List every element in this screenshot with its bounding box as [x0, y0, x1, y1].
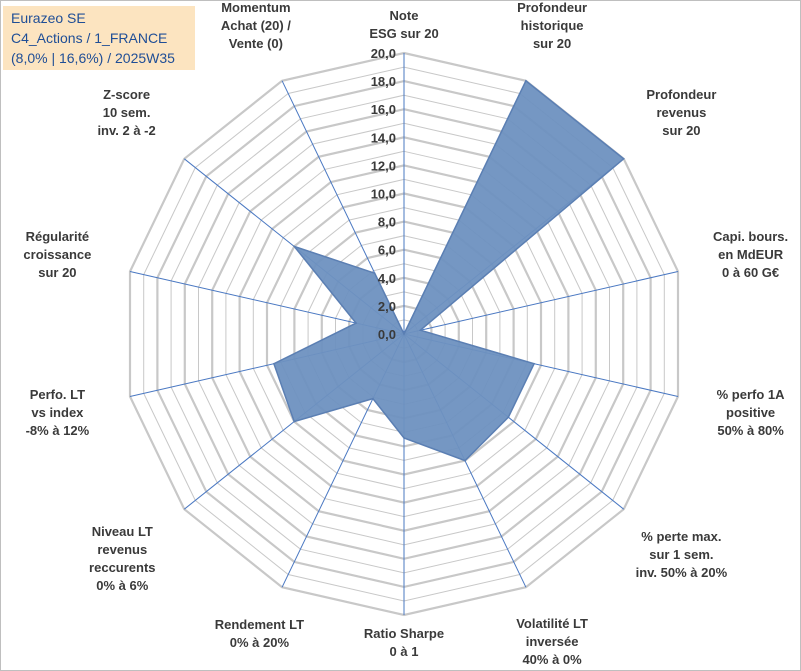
- axis-label: Capi. bours. en MdEUR 0 à 60 G€: [666, 228, 801, 282]
- radar-series: [272, 79, 625, 462]
- axis-label-line: -8% à 12%: [25, 423, 90, 439]
- axis-label-line: revenus: [656, 104, 707, 120]
- axis-label: % perfo 1A positive 50% à 80%: [666, 386, 801, 440]
- axis-label: Note ESG sur 20: [319, 7, 489, 43]
- axis-label-line: Achat (20) /: [220, 18, 291, 34]
- axis-label: Rendement LT 0% à 20%: [174, 616, 344, 652]
- axis-label: Profondeur historique sur 20: [467, 0, 637, 53]
- axis-label-line: inv. 2 à -2: [97, 122, 156, 138]
- tick-label: 16,0: [371, 102, 396, 117]
- axis-label: Niveau LT revenus reccurents 0% à 6%: [37, 523, 207, 595]
- axis-label-line: Rendement LT: [214, 617, 305, 633]
- series-point: [507, 416, 510, 419]
- series-point: [403, 333, 405, 335]
- axis-label: Momentum Achat (20) / Vente (0): [171, 0, 341, 53]
- axis-label-line: Ratio Sharpe: [363, 626, 445, 641]
- period-label: (8,0% | 16,6%) / 2025W35: [11, 50, 175, 66]
- tick-label: 14,0: [371, 130, 396, 145]
- axis-label-line: Niveau LT: [91, 523, 153, 539]
- axis-label-line: inv. 50% à 20%: [635, 565, 728, 581]
- axis-label: % perte max. sur 1 sem. inv. 50% à 20%: [596, 528, 766, 582]
- axis-label-line: % perfo 1A: [716, 387, 785, 403]
- category-label: C4_Actions / 1_FRANCE: [11, 30, 168, 46]
- axis-label-line: Momentum: [221, 0, 291, 16]
- axis-label-line: ESG sur 20: [369, 26, 439, 41]
- series-point: [372, 397, 374, 400]
- axis-label-line: % perte max.: [641, 529, 722, 545]
- info-box: Eurazeo SE C4_Actions / 1_FRANCE (8,0% |…: [3, 6, 195, 70]
- tick-label: 8,0: [378, 215, 396, 230]
- tick-label: 20,0: [371, 46, 396, 61]
- axis-label: Z-score 10 sem. inv. 2 à -2: [42, 86, 212, 140]
- axis-label-line: 0% à 20%: [229, 635, 290, 651]
- axis-label-line: positive: [726, 405, 776, 421]
- axis-label-line: Z-score: [103, 86, 151, 102]
- axis-label-line: Volatilité LT: [516, 615, 588, 631]
- axis-label-line: sur 20: [38, 264, 77, 280]
- company-name: Eurazeo SE: [11, 10, 86, 26]
- series-point: [355, 322, 357, 324]
- axis-label-line: 40% à 0%: [522, 651, 582, 667]
- axis-label: Profondeur revenus sur 20: [596, 86, 766, 140]
- axis-label-line: revenus: [97, 541, 148, 557]
- axis-label-line: en MdEUR: [718, 246, 784, 262]
- axis-label-line: Note: [389, 8, 419, 23]
- axis-label-line: Profondeur: [517, 0, 588, 16]
- series-point: [403, 437, 405, 439]
- axis-label-line: Vente (0): [228, 36, 283, 52]
- axis-spoke: [403, 271, 679, 335]
- series-point: [419, 329, 422, 332]
- axis-label-line: inversée: [525, 633, 579, 649]
- axis-label-line: Profondeur: [646, 86, 717, 102]
- axis-label-line: sur 20: [532, 36, 572, 52]
- axis-label-line: historique: [520, 18, 584, 34]
- axis-label-line: sur 1 sem.: [649, 547, 714, 563]
- axis-label: Régularité croissance sur 20: [0, 228, 142, 282]
- series-point: [464, 459, 466, 462]
- series-point: [293, 420, 296, 423]
- axis-label-line: Capi. bours.: [713, 228, 789, 244]
- tick-label: 10,0: [371, 187, 396, 202]
- axis-label-line: 50% à 80%: [717, 423, 784, 439]
- tick-label: 18,0: [371, 74, 396, 89]
- tick-label: 6,0: [378, 243, 396, 258]
- series-point: [533, 362, 535, 365]
- series-point: [293, 245, 296, 248]
- axis-label-line: croissance: [23, 246, 92, 262]
- series-point: [273, 362, 275, 365]
- tick-label: 2,0: [378, 299, 396, 314]
- axis-label: Ratio Sharpe 0 à 1: [319, 625, 489, 661]
- tick-label: 4,0: [378, 271, 396, 286]
- series-point: [373, 272, 376, 275]
- axis-label-line: 10 sem.: [102, 104, 151, 120]
- axis-label-line: vs index: [31, 405, 84, 421]
- axis-label-line: Régularité: [25, 228, 90, 244]
- axis-label-line: 0 à 60 G€: [722, 264, 780, 280]
- axis-label-line: reccurents: [89, 559, 156, 575]
- radial-tick-labels: 0,0 2,0 4,0 6,0 8,0 10,0 12,0 14,0 16,0 18,0 20,0: [371, 46, 396, 342]
- axis-label-line: 0 à 1: [389, 644, 419, 659]
- tick-label: 0,0: [378, 327, 396, 342]
- series-point: [525, 80, 527, 82]
- axis-label: Perfo. LT vs index -8% à 12%: [0, 386, 142, 440]
- axis-label-line: 0% à 6%: [96, 577, 149, 593]
- axis-label-line: sur 20: [662, 122, 701, 138]
- axis-label-line: Perfo. LT: [29, 387, 86, 403]
- tick-label: 12,0: [371, 158, 396, 173]
- axis-label: Volatilité LT inversée 40% à 0%: [467, 615, 637, 669]
- series-point: [622, 158, 625, 160]
